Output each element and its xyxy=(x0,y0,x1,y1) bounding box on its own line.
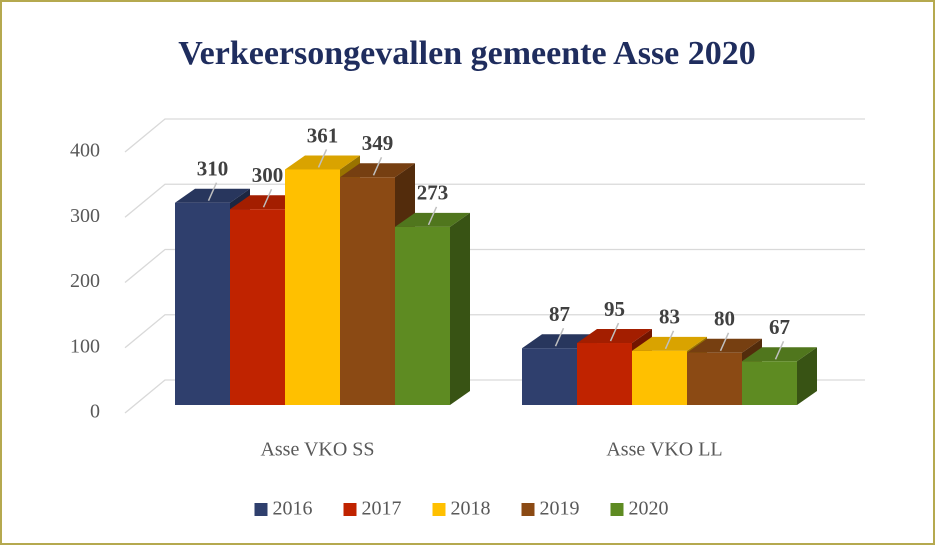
leader-line xyxy=(372,156,383,176)
x-tick-label: Asse VKO LL xyxy=(606,439,722,461)
data-label: 67 xyxy=(769,315,790,339)
y-tick-label: 0 xyxy=(90,401,100,423)
leader-line xyxy=(664,330,675,350)
leader-line xyxy=(719,332,730,352)
leader-line xyxy=(262,188,273,208)
bar-front xyxy=(687,352,742,405)
bar-top xyxy=(395,212,470,227)
legend-label: 2017 xyxy=(362,498,402,520)
bar-front xyxy=(632,350,687,405)
bar-side xyxy=(797,347,817,405)
y-tick-label: 100 xyxy=(70,335,100,357)
grid-line xyxy=(124,314,865,349)
legend-swatch xyxy=(343,503,357,516)
data-label: 300 xyxy=(252,163,284,187)
bar-top xyxy=(632,336,707,351)
bar-front xyxy=(742,361,797,405)
leader-line xyxy=(317,149,328,168)
legend-swatch xyxy=(254,503,268,516)
leader-line xyxy=(774,340,785,360)
bar-top xyxy=(577,329,652,344)
bar-front xyxy=(395,226,450,405)
legend-label: 2016 xyxy=(273,498,313,520)
data-label: 349 xyxy=(362,131,394,155)
grid-line xyxy=(124,118,865,153)
leader-line xyxy=(554,327,565,347)
y-tick-label: 300 xyxy=(70,205,100,227)
leader-line xyxy=(609,322,620,342)
data-label: 361 xyxy=(307,123,339,147)
bar-top xyxy=(175,188,250,203)
data-label: 87 xyxy=(549,302,570,326)
leader-line xyxy=(427,206,438,226)
data-label: 80 xyxy=(714,307,735,331)
bar-top xyxy=(687,338,762,353)
bar-front xyxy=(285,169,340,405)
bar-top xyxy=(742,347,817,362)
bar xyxy=(742,347,817,405)
bar-top xyxy=(285,155,360,170)
y-tick-label: 200 xyxy=(70,270,100,292)
data-label: 83 xyxy=(659,305,680,329)
legend-swatch xyxy=(610,503,624,516)
chart-title: Verkeersongevallen gemeente Asse 2020 xyxy=(178,35,756,72)
data-label: 95 xyxy=(604,297,625,321)
bar-front xyxy=(175,202,230,405)
bar-front xyxy=(577,343,632,405)
bar-front xyxy=(230,209,285,405)
data-label: 310 xyxy=(197,157,229,181)
bar-front xyxy=(340,177,395,405)
x-tick-label: Asse VKO SS xyxy=(260,439,374,461)
bar xyxy=(395,212,470,405)
legend-swatch xyxy=(521,503,535,516)
legend-label: 2018 xyxy=(451,498,491,520)
bar-side xyxy=(450,212,470,405)
legend-label: 2019 xyxy=(540,498,580,520)
grid-line xyxy=(124,248,865,284)
bar-top xyxy=(340,163,415,178)
legend-swatch xyxy=(432,503,446,516)
legend-label: 2020 xyxy=(629,498,669,520)
bar-front xyxy=(522,348,577,405)
data-label: 273 xyxy=(417,181,449,205)
y-tick-label: 400 xyxy=(70,140,100,162)
grid-line xyxy=(124,183,865,218)
leader-line xyxy=(207,182,218,202)
